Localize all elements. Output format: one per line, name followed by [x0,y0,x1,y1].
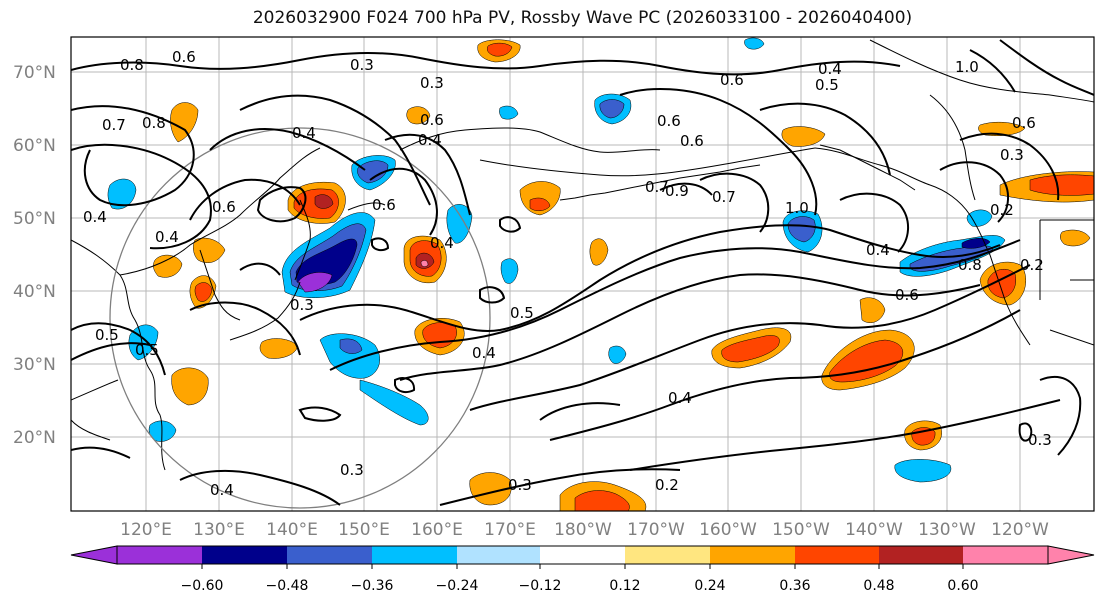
colorbar-tick-label: 0.24 [694,578,725,594]
contour-label: 0.6 [657,112,681,130]
colorbar-segment [963,546,1048,564]
contour-label: 0.3 [1028,431,1052,449]
colorbar-extend-high [1047,545,1095,565]
lon-label: 130°W [918,520,976,540]
contour-label: 0.9 [665,182,689,200]
lon-label: 170°W [627,520,685,540]
colorbar-tick-label: 0.12 [609,578,640,594]
contour-label: 0.7 [645,178,669,196]
map-title: 2026032900 F024 700 hPa PV, Rossby Wave … [252,8,913,28]
contour-label: 0.3 [340,461,364,479]
lon-label: 120°E [120,520,172,540]
colorbar-segment [795,546,879,564]
colorbar-segment [879,546,963,564]
contour-label: 0.5 [815,76,839,94]
colorbar-segment [710,546,795,564]
colorbar-extend-low [70,545,118,565]
contour-label: 0.6 [680,132,704,150]
colorbar-segment [117,546,202,564]
colorbar-segment [287,546,372,564]
contour-label: 0.5 [510,304,534,322]
contour-label: 0.4 [472,344,496,362]
contour-label: 0.6 [1012,114,1036,132]
reference-circle [109,127,491,509]
contour-label: 0.4 [292,124,316,142]
lat-label-40n: 40°N [13,282,56,302]
lon-label: 140°E [266,520,318,540]
lon-label: 170°E [484,520,536,540]
contour-label: 0.6 [895,286,919,304]
colorbar-tick-label: −0.48 [266,578,309,594]
map-border [70,36,1095,512]
contour-label: 0.3 [1000,146,1024,164]
colorbar-tick-label: −0.36 [351,578,394,594]
contour-label: 0.6 [372,196,396,214]
colorbar-frame [116,545,1049,565]
lon-label: 140°W [845,520,903,540]
contour-label: 0.4 [155,228,179,246]
lon-label: 150°W [772,520,830,540]
contour-label: 0.2 [1020,256,1044,274]
contour-label: 0.4 [866,241,890,259]
lat-label-20n: 20°N [13,428,56,448]
contour-label: 0.6 [212,198,236,216]
lat-label-60n: 60°N [13,136,56,156]
contour-label: 0.6 [720,71,744,89]
lon-label: 160°W [699,520,757,540]
contour-label: 0.4 [418,131,442,149]
pv-anomaly-fills [107,37,1094,511]
lat-label-30n: 30°N [13,355,56,375]
colorbar-tick-label: −0.12 [519,578,562,594]
contour-label: 0.2 [990,201,1014,219]
aleutian-islands [559,144,916,201]
pv-contours [71,39,1094,506]
contour-label: 0.4 [668,389,692,407]
colorbar-tick-label: 0.48 [863,578,894,594]
contour-label: 0.3 [508,476,532,494]
contour-label: 1.0 [785,199,809,217]
lon-label: 130°E [193,520,245,540]
lon-label: 120°W [991,520,1049,540]
colorbar-segment [540,546,625,564]
contour-label: 0.2 [655,476,679,494]
colorbar-tick-label: 0.36 [779,578,810,594]
latitude-labels: 70°N 60°N 50°N 40°N 30°N 20°N [13,63,56,448]
colorbar-segment [457,546,540,564]
contour-label: 0.3 [420,74,444,92]
contour-label: 0.7 [712,188,736,206]
contour-label: 0.4 [818,60,842,78]
contour-label: 0.4 [83,208,107,226]
contour-label: 0.5 [95,326,119,344]
contour-label: 0.4 [210,481,234,499]
coastlines [71,39,1094,471]
lon-label: 150°E [338,520,390,540]
contour-label: 0.8 [120,56,144,74]
lon-label: 160°E [411,520,463,540]
colorbar-segment [625,546,710,564]
lon-label: 180°W [554,520,612,540]
contour-label: 0.7 [102,116,126,134]
contour-label: 0.5 [135,341,159,359]
colorbar-segment [202,546,287,564]
colorbar-tick-label: −0.24 [436,578,479,594]
contour-labels: 0.8 0.6 0.3 0.3 0.5 0.6 0.4 0.7 0.8 0.4 … [83,48,1052,499]
contour-label: 0.8 [142,114,166,132]
lat-label-70n: 70°N [13,63,56,83]
contour-label: 0.3 [350,56,374,74]
lat-label-50n: 50°N [13,209,56,229]
contour-label: 0.8 [958,256,982,274]
colorbar-segment [372,546,457,564]
colorbar-tick-label: −0.60 [181,578,224,594]
longitude-labels: 120°E 130°E 140°E 150°E 160°E 170°E 180°… [120,520,1049,540]
colorbar-tick-label: 0.60 [947,578,978,594]
contour-label: 0.6 [172,48,196,66]
contour-label: 1.0 [955,58,979,76]
contour-label: 0.3 [290,296,314,314]
colorbar: −0.60 −0.48 −0.36 −0.24 −0.12 0.12 0.24 … [70,545,1095,594]
contour-label: 0.4 [430,234,454,252]
contour-label: 0.6 [420,111,444,129]
